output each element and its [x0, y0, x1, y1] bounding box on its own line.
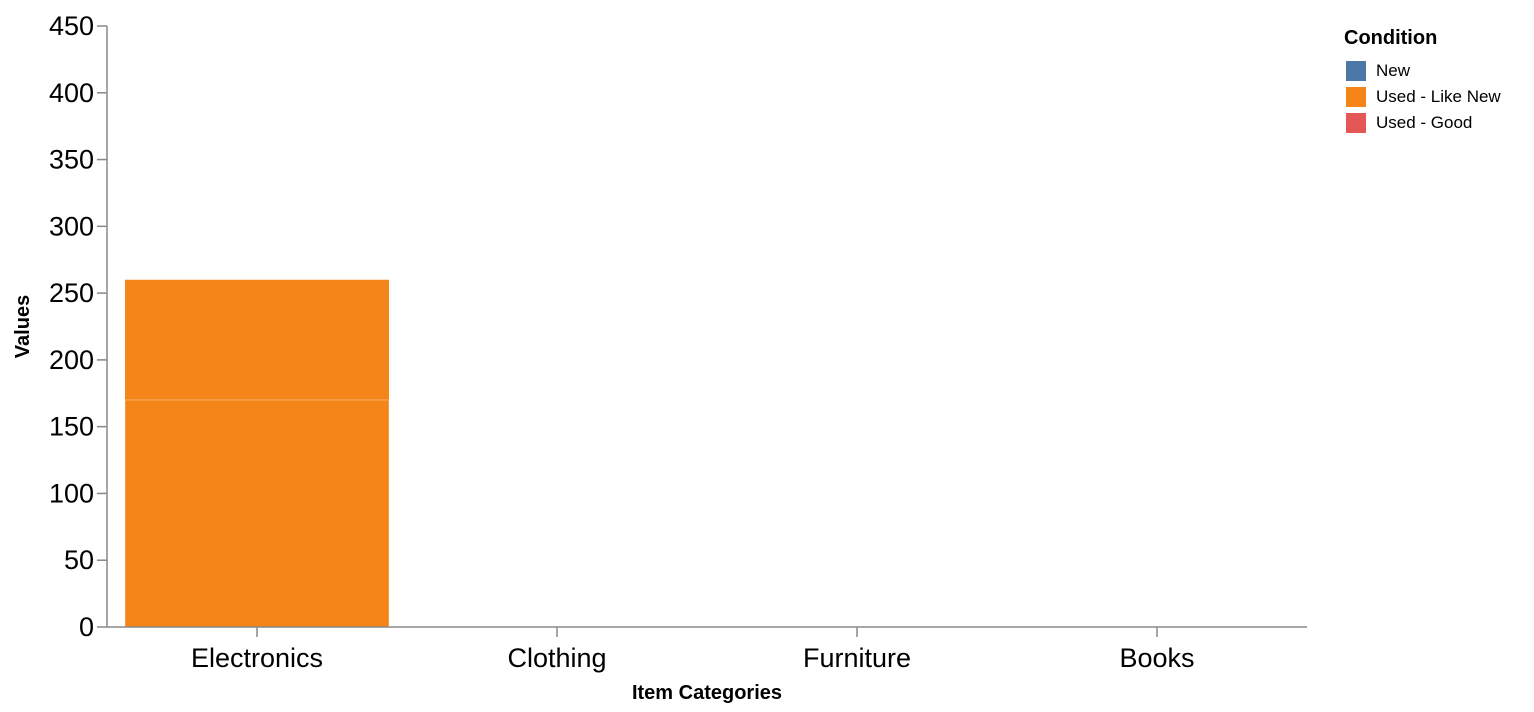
- y-axis-ticks: 0 50 100 150 200 250 300 350 400 450: [49, 11, 107, 642]
- y-tick-label: 450: [49, 11, 94, 41]
- legend: Condition New Used - Like New Used - Good: [1344, 27, 1501, 133]
- y-tick-label: 150: [49, 412, 94, 442]
- legend-label: New: [1376, 61, 1411, 80]
- x-tick-label: Furniture: [803, 643, 911, 673]
- y-tick-label: 250: [49, 278, 94, 308]
- x-axis-title: Item Categories: [632, 682, 782, 704]
- y-axis-title: Values: [12, 295, 34, 358]
- legend-label: Used - Like New: [1376, 87, 1501, 106]
- legend-label: Used - Good: [1376, 113, 1472, 132]
- x-axis-ticks: Electronics Clothing Furniture Books: [191, 627, 1195, 673]
- legend-swatch: [1346, 61, 1366, 81]
- y-tick-label: 300: [49, 211, 94, 241]
- y-tick-label: 50: [64, 545, 94, 575]
- legend-swatch: [1346, 113, 1366, 133]
- y-tick-label: 350: [49, 145, 94, 175]
- y-tick-label: 100: [49, 478, 94, 508]
- x-tick-label: Clothing: [507, 643, 606, 673]
- y-tick-label: 200: [49, 345, 94, 375]
- y-tick-label: 400: [49, 78, 94, 108]
- axes-layer: [106, 26, 1307, 628]
- x-tick-label: Electronics: [191, 643, 323, 673]
- bar-segment: [124, 399, 390, 628]
- bars-layer: [124, 279, 390, 628]
- legend-swatch: [1346, 87, 1366, 107]
- legend-title: Condition: [1344, 27, 1437, 49]
- y-tick-label: 0: [79, 612, 94, 642]
- x-tick-label: Books: [1119, 643, 1194, 673]
